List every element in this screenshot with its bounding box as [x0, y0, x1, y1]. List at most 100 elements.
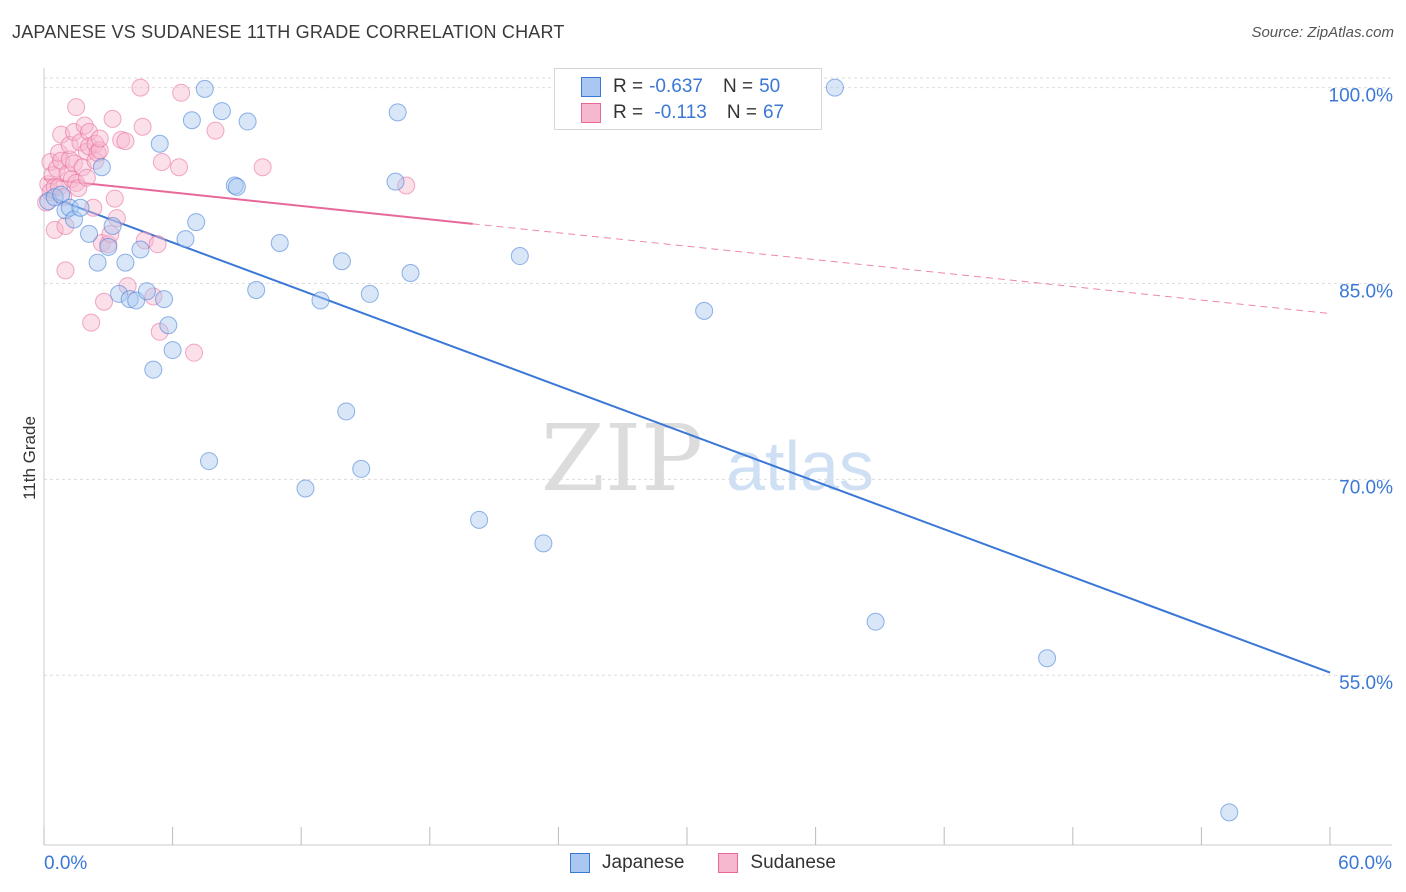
sudanese-point: [172, 83, 191, 102]
x-tick-label: 60.0%: [1338, 853, 1392, 874]
sudanese-trend-line: [43, 178, 473, 225]
sudanese-point: [133, 117, 152, 136]
legend-row-sudanese: R = -0.113 N = 67: [581, 101, 784, 125]
r-label: R =: [613, 76, 644, 97]
japanese-point: [144, 360, 163, 379]
sudanese-point: [152, 153, 171, 172]
watermark-atlas: atlas: [726, 427, 874, 505]
japanese-point: [137, 282, 156, 301]
sudanese-swatch: [718, 853, 739, 873]
japanese-point: [1220, 803, 1239, 822]
sudanese-point: [95, 292, 114, 311]
sudanese-point: [80, 122, 99, 141]
data-points: [37, 78, 1239, 822]
japanese-point: [470, 510, 489, 529]
gridlines: [44, 77, 1392, 676]
japanese-point: [71, 198, 90, 217]
japanese-point: [270, 233, 289, 252]
trend-lines: [43, 178, 1331, 674]
stats-legend: R = -0.637 N = 50 R = -0.113 N = 67: [554, 68, 822, 130]
japanese-trend-line: [43, 193, 1331, 674]
japanese-point: [200, 452, 219, 471]
sudanese-point: [206, 121, 225, 140]
japanese-point: [332, 252, 351, 271]
legend-item-japanese: Japanese: [570, 852, 684, 874]
sudanese-point: [88, 143, 107, 162]
r-value: -0.113: [649, 102, 707, 123]
sudanese-point: [65, 122, 84, 141]
sudanese-point: [148, 235, 167, 254]
japanese-point: [388, 103, 407, 122]
sudanese-point: [170, 158, 189, 177]
japanese-point: [247, 281, 266, 299]
sudanese-point: [253, 158, 272, 177]
japanese-point: [825, 78, 844, 97]
sudanese-point: [65, 154, 84, 173]
japanese-point: [88, 253, 107, 272]
legend-label-japanese: Japanese: [602, 852, 685, 873]
n-label: N =: [726, 102, 757, 123]
japanese-point: [60, 198, 79, 217]
chart-title: JAPANESE VS SUDANESE 11TH GRADE CORRELAT…: [12, 22, 565, 42]
japanese-point: [510, 247, 529, 266]
japanese-point: [182, 111, 201, 130]
source-credit: Source: ZipAtlas.com: [1251, 24, 1394, 41]
japanese-point: [155, 290, 174, 309]
sudanese-point: [84, 198, 103, 217]
y-tick-label: 55.0%: [1339, 673, 1393, 694]
japanese-point: [212, 102, 231, 121]
sudanese-point: [77, 168, 96, 187]
japanese-point: [360, 284, 379, 303]
axes: [43, 68, 1392, 846]
japanese-point: [150, 134, 169, 153]
sudanese-point: [56, 261, 75, 280]
series-legend: Japanese Sudanese: [0, 852, 1406, 874]
japanese-point: [195, 79, 214, 98]
japanese-point: [337, 402, 356, 421]
r-value: -0.637: [649, 76, 703, 97]
y-tick-label: 100.0%: [1329, 86, 1394, 107]
n-value: 50: [759, 76, 781, 97]
tick-labels: 55.0% 70.0% 85.0% 100.0% 0.0% 60.0%: [44, 86, 1393, 874]
legend-label-sudanese: Sudanese: [750, 852, 836, 873]
japanese-point: [131, 240, 150, 259]
sudanese-point: [103, 109, 122, 128]
x-tick-label: 0.0%: [44, 853, 87, 874]
sudanese-point: [185, 343, 204, 362]
japanese-point: [311, 291, 330, 310]
japanese-point: [238, 112, 257, 131]
japanese-point: [401, 264, 420, 283]
sudanese-point: [82, 313, 101, 332]
sudanese-point: [90, 129, 109, 148]
n-label: N =: [722, 76, 754, 97]
r-label: R =: [613, 102, 644, 123]
sudanese-point: [105, 189, 124, 208]
sudanese-point: [131, 78, 150, 97]
japanese-point: [352, 459, 371, 478]
legend-row-japanese: R = -0.637 N = 50: [581, 75, 780, 99]
n-value: 67: [762, 102, 785, 123]
japanese-point: [120, 290, 139, 309]
japanese-point: [534, 534, 553, 553]
japanese-point: [159, 316, 178, 335]
japanese-point: [116, 253, 135, 272]
japanese-point: [695, 301, 714, 320]
japanese-point: [163, 341, 182, 360]
japanese-point: [65, 210, 84, 229]
japanese-point: [176, 230, 195, 249]
sudanese-point: [116, 132, 135, 151]
japanese-point: [99, 237, 118, 256]
japanese-point: [866, 612, 885, 631]
japanese-point: [386, 172, 405, 191]
sudanese-swatch: [581, 103, 601, 123]
japanese-point: [227, 177, 246, 196]
japanese-point: [110, 284, 129, 303]
japanese-point: [187, 213, 206, 232]
japanese-point: [103, 217, 122, 236]
sudanese-trend-extension: [472, 223, 1331, 315]
sudanese-point: [45, 220, 64, 239]
sudanese-point: [67, 98, 86, 117]
y-axis-label: 11th Grade: [20, 416, 39, 500]
watermark: ZIP atlas: [541, 405, 874, 512]
